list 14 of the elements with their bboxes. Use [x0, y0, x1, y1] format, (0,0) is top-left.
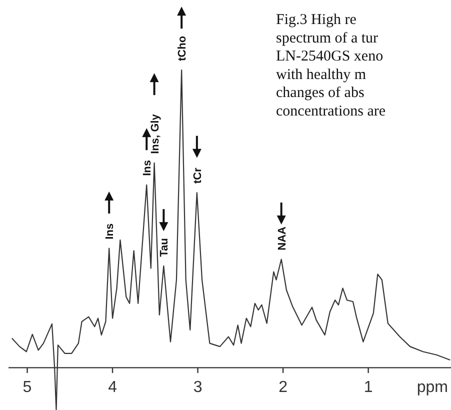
- x-axis-title: ppm: [416, 379, 448, 396]
- annotation: Ins: [104, 223, 116, 240]
- annotation: Ins, Gly: [149, 113, 162, 154]
- annotation: Tau: [158, 238, 171, 257]
- annotation: NAA: [276, 226, 288, 250]
- annotation: tCho: [176, 36, 189, 61]
- annotation: tCr: [192, 167, 204, 184]
- x-tick-label: 1: [364, 379, 373, 396]
- x-tick-label: 4: [108, 379, 118, 396]
- x-tick-label: 3: [193, 379, 202, 396]
- x-tick-label: 2: [278, 379, 288, 396]
- x-tick-label: 5: [22, 379, 32, 396]
- annotation: Ins: [142, 160, 154, 176]
- annotation: Fig.3 High re spectrum of a tur LN-2540GS xeno with healthy m changes of abs concentrations are: [276, 12, 386, 120]
